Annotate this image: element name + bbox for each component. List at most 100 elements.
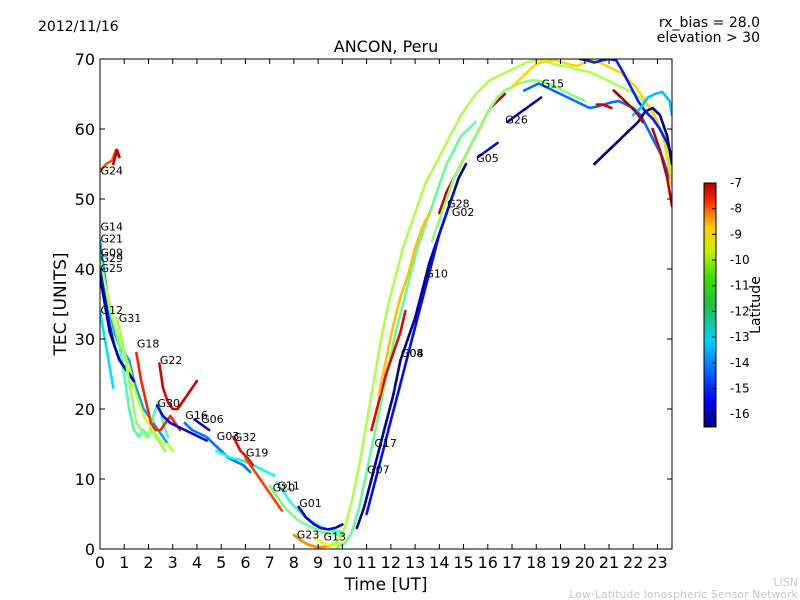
satellite-label-g25: G25 <box>101 262 124 275</box>
x-tick-label: 6 <box>240 553 250 572</box>
satellite-label-g20: G20 <box>273 482 296 495</box>
x-tick-label: 11 <box>356 553 376 572</box>
y-tick-label: 70 <box>75 50 95 69</box>
y-tick-label: 10 <box>75 470 95 489</box>
colorbar-tick-label: -7 <box>730 176 742 190</box>
satellite-label-g02: G02 <box>452 206 475 219</box>
satellite-label-g29: G29 <box>101 252 124 265</box>
series-layer <box>100 59 672 549</box>
series-line-g06 <box>193 418 211 432</box>
series-line-g16 <box>183 421 252 474</box>
y-tick-label: 60 <box>75 120 95 139</box>
y-axis: 0 10 20 30 40 50 60 70 <box>75 50 672 559</box>
y-axis-label: TEC [UNITS] <box>51 252 71 356</box>
satellite-label-g31: G31 <box>119 312 142 325</box>
colorbar-tick-label: -8 <box>730 202 742 216</box>
colorbar-tick-label: -10 <box>730 253 750 267</box>
x-tick-label: 3 <box>168 553 178 572</box>
x-tick-label: 23 <box>647 553 667 572</box>
satellite-label-g01: G01 <box>299 497 322 510</box>
x-axis: 0 1 2 3 4 5 6 7 8 9 10 11 12 13 14 15 16 17 18 19 20 21 22 23 <box>95 59 668 572</box>
x-tick-label: 17 <box>502 553 522 572</box>
series-line-g03 <box>215 449 276 477</box>
colorbar-tick-label: -15 <box>730 381 750 395</box>
x-tick-label: 12 <box>381 553 401 572</box>
satellite-label-g10: G10 <box>425 267 448 280</box>
y-tick-label: 0 <box>85 540 95 559</box>
satellite-label-g17: G17 <box>374 437 397 450</box>
satellite-label-g09: G09 <box>101 246 124 259</box>
satellite-label-g08: G08 <box>401 347 424 360</box>
satellite-label-g24: G24 <box>101 165 124 178</box>
series-line-g26b <box>593 106 672 166</box>
colorbar-tick-label: -11 <box>730 279 750 293</box>
satellite-label-g26: G26 <box>505 113 528 126</box>
satellite-label-g15: G15 <box>542 78 565 91</box>
series-line-g22 <box>158 362 199 411</box>
series-line-g19 <box>244 456 284 512</box>
colorbar-tick-label: -9 <box>730 227 742 241</box>
plot-area <box>100 59 672 549</box>
y-tick-label: 30 <box>75 330 95 349</box>
colorbar-tick-label: -16 <box>730 407 750 421</box>
satellite-label-g03: G03 <box>217 430 240 443</box>
x-tick-label: 2 <box>143 553 153 572</box>
x-tick-label: 4 <box>192 553 202 572</box>
x-tick-label: 14 <box>429 553 449 572</box>
colorbar <box>703 182 717 428</box>
satellite-label-g07: G07 <box>367 463 390 476</box>
y-tick-label: 20 <box>75 400 95 419</box>
x-tick-label: 9 <box>313 553 323 572</box>
x-tick-label: 13 <box>405 553 425 572</box>
colorbar-tick-label: -13 <box>730 330 750 344</box>
series-line-g24b <box>651 127 672 208</box>
series-line-g12 <box>100 309 115 390</box>
satellite-label-g13: G13 <box>324 531 347 544</box>
x-tick-label: 8 <box>289 553 299 572</box>
series-line-g26 <box>505 96 543 124</box>
y-tick-label: 50 <box>75 190 95 209</box>
plot-frame <box>99 58 673 550</box>
x-tick-label: 22 <box>623 553 643 572</box>
x-tick-label: 16 <box>478 553 498 572</box>
series-line-g15 <box>522 82 671 180</box>
series-line-g20 <box>268 484 344 537</box>
series-line-g15c <box>578 59 672 159</box>
date-label: 2012/11/16 <box>38 19 119 35</box>
satellite-label-g19: G19 <box>246 447 269 460</box>
series-line-g26c <box>595 103 613 110</box>
colorbar-ticks: -7 -8 -9 -10 -11 -12 -13 -14 -15 -16 <box>712 176 750 421</box>
satellite-label-g21: G21 <box>101 232 124 245</box>
chart-title: ANCON, Peru <box>334 37 438 56</box>
satellite-label-g18: G18 <box>137 337 160 350</box>
footer-network: Low-Latitude Ionospheric Sensor Network <box>569 588 798 600</box>
satellite-label-g16: G16 <box>185 409 208 422</box>
series-line-g31 <box>115 316 167 453</box>
x-tick-label: 20 <box>575 553 595 572</box>
rx-bias-label: rx_bias = 28.0 <box>659 15 760 31</box>
series-line-g23b <box>612 89 645 124</box>
series-line-g05 <box>476 141 499 159</box>
x-tick-label: 1 <box>119 553 129 572</box>
footer-lisn: LISN <box>773 576 798 589</box>
satellite-label-g06: G06 <box>201 413 224 426</box>
series-line-g04 <box>370 309 407 432</box>
x-tick-label: 7 <box>265 553 275 572</box>
x-tick-label: 5 <box>216 553 226 572</box>
series-line-g17 <box>328 59 672 547</box>
x-tick-label: 21 <box>599 553 619 572</box>
satellite-label-g32: G32 <box>234 431 257 444</box>
series-line-g18 <box>135 351 182 432</box>
colorbar-tick-label: -12 <box>730 304 750 318</box>
satellite-label-g28: G28 <box>447 197 470 210</box>
series-line-g24-partner- <box>112 148 121 166</box>
x-tick-label: 0 <box>95 553 105 572</box>
series-line-g01 <box>297 505 344 531</box>
satellite-label-g04: G04 <box>401 347 424 360</box>
satellite-label-g05: G05 <box>476 152 499 165</box>
series-line-g10 <box>365 190 456 516</box>
satellite-label-g23: G23 <box>297 529 320 542</box>
series-line-g15d <box>631 90 672 117</box>
